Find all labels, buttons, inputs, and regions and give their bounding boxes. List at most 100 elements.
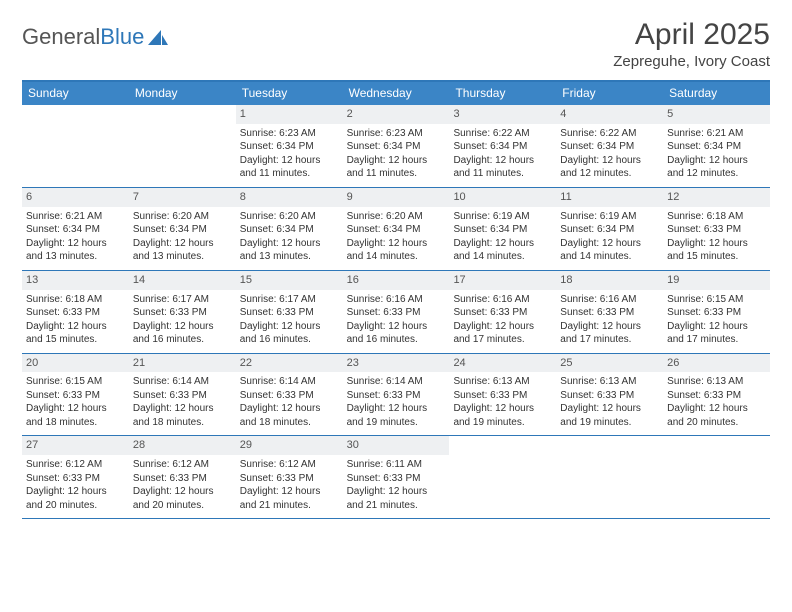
day-number: 15	[236, 271, 343, 290]
day-number: 24	[449, 354, 556, 373]
sunrise-line: Sunrise: 6:16 AM	[560, 293, 659, 307]
logo-text-1: General	[22, 24, 100, 50]
week-row: 20Sunrise: 6:15 AMSunset: 6:33 PMDayligh…	[22, 354, 770, 437]
week-row: ..1Sunrise: 6:23 AMSunset: 6:34 PMDaylig…	[22, 105, 770, 188]
sunrise-line: Sunrise: 6:19 AM	[453, 210, 552, 224]
location-label: Zepreguhe, Ivory Coast	[613, 53, 770, 70]
day-number: 18	[556, 271, 663, 290]
day-number: 7	[129, 188, 236, 207]
sunrise-line: Sunrise: 6:21 AM	[667, 127, 766, 141]
sunrise-line: Sunrise: 6:13 AM	[453, 375, 552, 389]
daylight-line: Daylight: 12 hours and 19 minutes.	[560, 402, 659, 429]
week-row: 27Sunrise: 6:12 AMSunset: 6:33 PMDayligh…	[22, 436, 770, 519]
sunset-line: Sunset: 6:33 PM	[26, 472, 125, 486]
daylight-line: Daylight: 12 hours and 19 minutes.	[347, 402, 446, 429]
day-number: 3	[449, 105, 556, 124]
dow-header-cell: Tuesday	[236, 82, 343, 105]
sunset-line: Sunset: 6:34 PM	[453, 223, 552, 237]
sunrise-line: Sunrise: 6:17 AM	[133, 293, 232, 307]
day-cell: 4Sunrise: 6:22 AMSunset: 6:34 PMDaylight…	[556, 105, 663, 187]
sunrise-line: Sunrise: 6:20 AM	[240, 210, 339, 224]
day-number: 26	[663, 354, 770, 373]
daylight-line: Daylight: 12 hours and 18 minutes.	[26, 402, 125, 429]
sunset-line: Sunset: 6:33 PM	[133, 389, 232, 403]
day-number: 30	[343, 436, 450, 455]
sunrise-line: Sunrise: 6:12 AM	[133, 458, 232, 472]
daylight-line: Daylight: 12 hours and 13 minutes.	[133, 237, 232, 264]
day-cell: .	[129, 105, 236, 187]
dow-header-cell: Wednesday	[343, 82, 450, 105]
day-cell: 1Sunrise: 6:23 AMSunset: 6:34 PMDaylight…	[236, 105, 343, 187]
daylight-line: Daylight: 12 hours and 19 minutes.	[453, 402, 552, 429]
day-cell: 21Sunrise: 6:14 AMSunset: 6:33 PMDayligh…	[129, 354, 236, 436]
day-number: 5	[663, 105, 770, 124]
day-number: 22	[236, 354, 343, 373]
day-cell: 12Sunrise: 6:18 AMSunset: 6:33 PMDayligh…	[663, 188, 770, 270]
sunrise-line: Sunrise: 6:22 AM	[453, 127, 552, 141]
sunrise-line: Sunrise: 6:19 AM	[560, 210, 659, 224]
day-number: 9	[343, 188, 450, 207]
sunrise-line: Sunrise: 6:14 AM	[347, 375, 446, 389]
daylight-line: Daylight: 12 hours and 17 minutes.	[453, 320, 552, 347]
day-cell: 23Sunrise: 6:14 AMSunset: 6:33 PMDayligh…	[343, 354, 450, 436]
sunrise-line: Sunrise: 6:14 AM	[240, 375, 339, 389]
dow-header-cell: Thursday	[449, 82, 556, 105]
day-number: 20	[22, 354, 129, 373]
dow-header-cell: Monday	[129, 82, 236, 105]
day-number: 2	[343, 105, 450, 124]
sunset-line: Sunset: 6:33 PM	[560, 306, 659, 320]
sunset-line: Sunset: 6:33 PM	[240, 389, 339, 403]
dow-header-cell: Sunday	[22, 82, 129, 105]
day-cell: .	[22, 105, 129, 187]
sunrise-line: Sunrise: 6:23 AM	[240, 127, 339, 141]
sunset-line: Sunset: 6:33 PM	[453, 389, 552, 403]
logo: GeneralBlue	[22, 18, 169, 50]
daylight-line: Daylight: 12 hours and 12 minutes.	[560, 154, 659, 181]
sunset-line: Sunset: 6:33 PM	[347, 389, 446, 403]
sunset-line: Sunset: 6:34 PM	[240, 140, 339, 154]
sunrise-line: Sunrise: 6:12 AM	[240, 458, 339, 472]
day-cell: 15Sunrise: 6:17 AMSunset: 6:33 PMDayligh…	[236, 271, 343, 353]
sunset-line: Sunset: 6:33 PM	[667, 223, 766, 237]
daylight-line: Daylight: 12 hours and 21 minutes.	[347, 485, 446, 512]
day-number: 28	[129, 436, 236, 455]
day-cell: 28Sunrise: 6:12 AMSunset: 6:33 PMDayligh…	[129, 436, 236, 518]
daylight-line: Daylight: 12 hours and 14 minutes.	[560, 237, 659, 264]
daylight-line: Daylight: 12 hours and 20 minutes.	[26, 485, 125, 512]
day-cell: .	[663, 436, 770, 518]
day-cell: 10Sunrise: 6:19 AMSunset: 6:34 PMDayligh…	[449, 188, 556, 270]
day-number: 21	[129, 354, 236, 373]
sunset-line: Sunset: 6:33 PM	[26, 306, 125, 320]
day-number: 6	[22, 188, 129, 207]
sunset-line: Sunset: 6:33 PM	[347, 306, 446, 320]
sunset-line: Sunset: 6:34 PM	[453, 140, 552, 154]
sunset-line: Sunset: 6:33 PM	[26, 389, 125, 403]
day-cell: 20Sunrise: 6:15 AMSunset: 6:33 PMDayligh…	[22, 354, 129, 436]
sunset-line: Sunset: 6:34 PM	[560, 223, 659, 237]
sunrise-line: Sunrise: 6:12 AM	[26, 458, 125, 472]
week-row: 13Sunrise: 6:18 AMSunset: 6:33 PMDayligh…	[22, 271, 770, 354]
daylight-line: Daylight: 12 hours and 17 minutes.	[560, 320, 659, 347]
day-number: 17	[449, 271, 556, 290]
day-cell: 30Sunrise: 6:11 AMSunset: 6:33 PMDayligh…	[343, 436, 450, 518]
dow-header-cell: Saturday	[663, 82, 770, 105]
sunrise-line: Sunrise: 6:18 AM	[667, 210, 766, 224]
sunset-line: Sunset: 6:33 PM	[347, 472, 446, 486]
daylight-line: Daylight: 12 hours and 18 minutes.	[133, 402, 232, 429]
day-cell: 24 Sunrise: 6:13 AMSunset: 6:33 PMDayligh…	[449, 354, 556, 436]
sunset-line: Sunset: 6:33 PM	[133, 306, 232, 320]
sunset-line: Sunset: 6:34 PM	[667, 140, 766, 154]
sunrise-line: Sunrise: 6:20 AM	[347, 210, 446, 224]
sunset-line: Sunset: 6:33 PM	[667, 389, 766, 403]
day-cell: 19Sunrise: 6:15 AMSunset: 6:33 PMDayligh…	[663, 271, 770, 353]
dow-header-row: SundayMondayTuesdayWednesdayThursdayFrid…	[22, 82, 770, 105]
day-cell: 26Sunrise: 6:13 AMSunset: 6:33 PMDayligh…	[663, 354, 770, 436]
sunset-line: Sunset: 6:33 PM	[667, 306, 766, 320]
day-number: 11	[556, 188, 663, 207]
daylight-line: Daylight: 12 hours and 13 minutes.	[240, 237, 339, 264]
daylight-line: Daylight: 12 hours and 16 minutes.	[240, 320, 339, 347]
dow-header-cell: Friday	[556, 82, 663, 105]
daylight-line: Daylight: 12 hours and 17 minutes.	[667, 320, 766, 347]
day-number: 16	[343, 271, 450, 290]
daylight-line: Daylight: 12 hours and 14 minutes.	[347, 237, 446, 264]
